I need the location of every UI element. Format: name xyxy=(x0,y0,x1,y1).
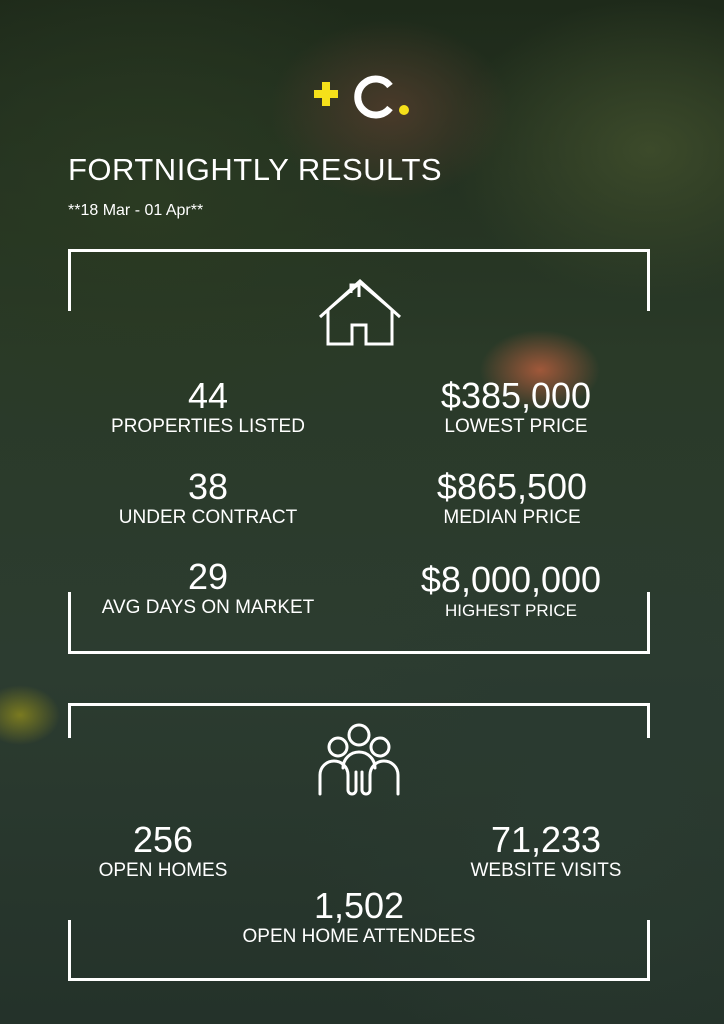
stat-avg-days: 29 AVG DAYS ON MARKET xyxy=(101,556,315,619)
stat-properties-listed: 44 PROPERTIES LISTED xyxy=(111,375,305,438)
date-range: **18 Mar - 01 Apr** xyxy=(68,202,204,219)
people-icon xyxy=(318,723,400,796)
stat-highest-price: $8,000,000 HIGHEST PRICE xyxy=(420,559,602,621)
stat-open-home-attendees: 1,502 OPEN HOME ATTENDEES xyxy=(242,885,476,948)
stat-under-contract: 38 UNDER CONTRACT xyxy=(118,466,298,529)
house-icon xyxy=(318,278,402,346)
stat-median-price: $865,500 MEDIAN PRICE xyxy=(436,466,588,529)
page-title: FORTNIGHTLY RESULTS xyxy=(68,152,443,187)
stat-website-visits: 71,233 WEBSITE VISITS xyxy=(470,819,622,882)
stat-lowest-price: $385,000 LOWEST PRICE xyxy=(440,375,592,438)
brand-logo xyxy=(314,75,409,119)
stat-open-homes: 256 OPEN HOMES xyxy=(98,819,228,882)
